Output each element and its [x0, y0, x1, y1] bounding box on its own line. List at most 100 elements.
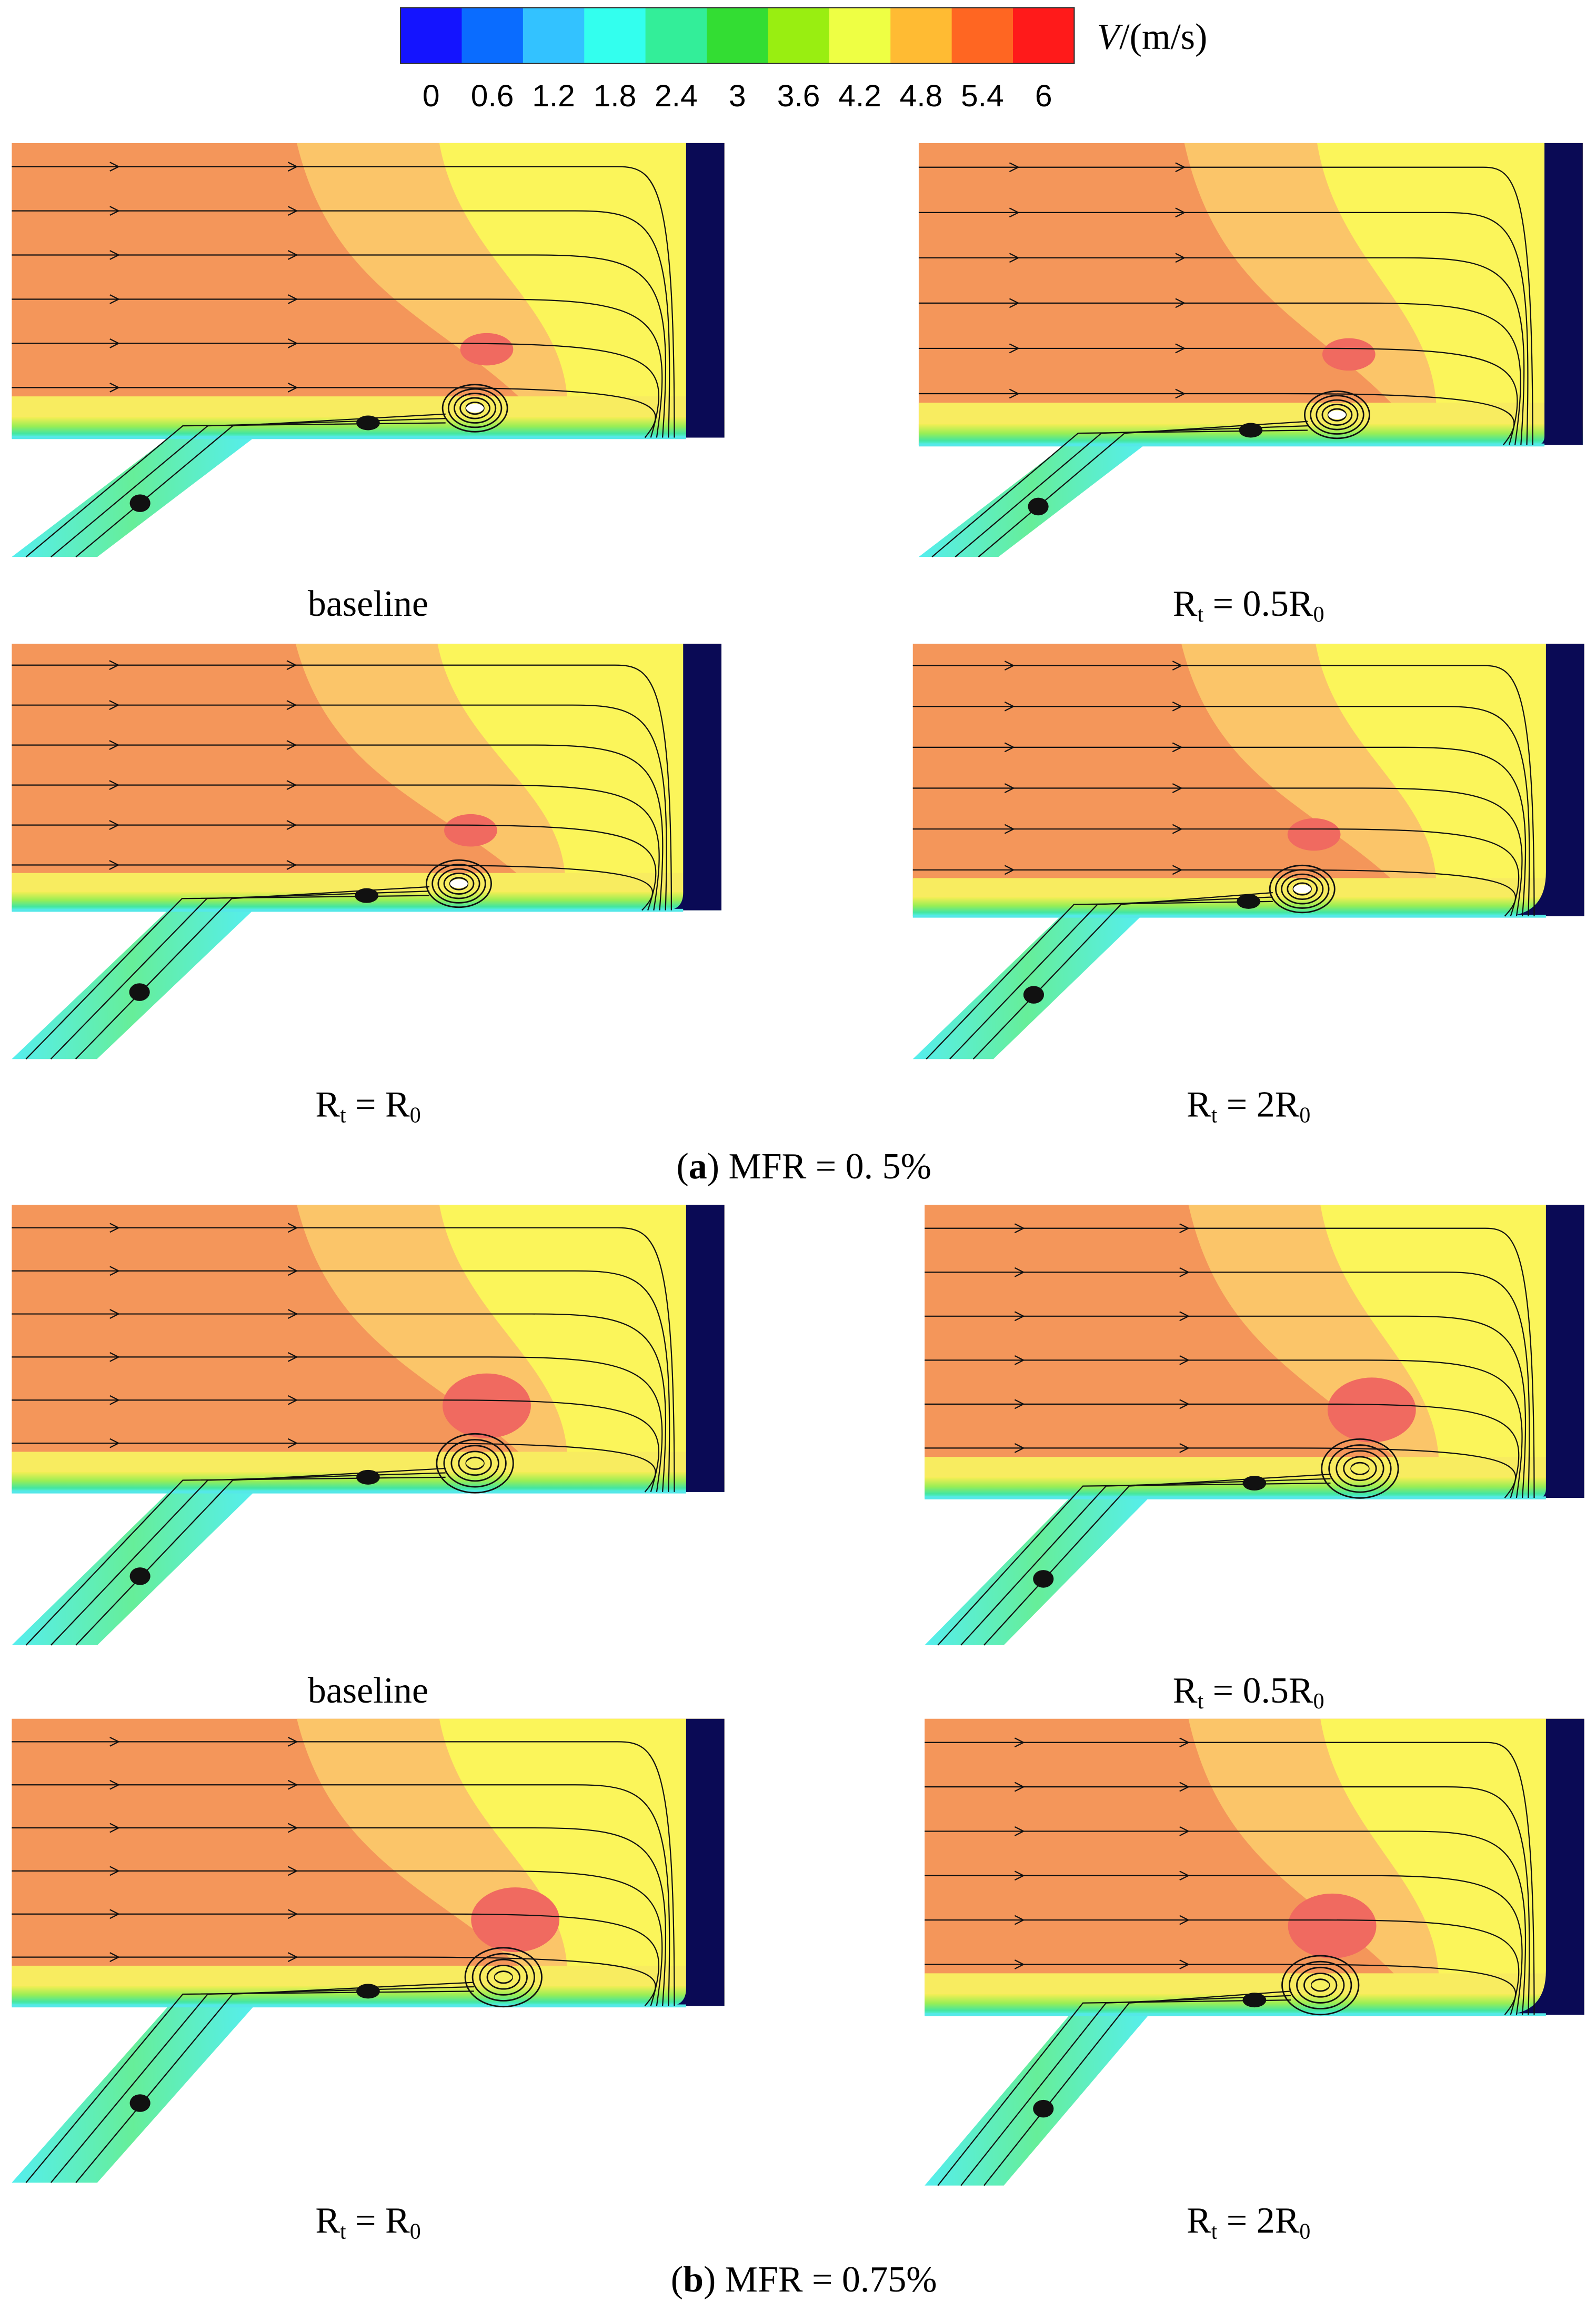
streamline-arrow — [1175, 162, 1186, 173]
contour-low — [1320, 1718, 1584, 2015]
streamline — [925, 1742, 1535, 2015]
end-wall — [1501, 644, 1584, 916]
contour-peak — [1322, 338, 1376, 371]
contour-peak — [1287, 818, 1341, 851]
streamline — [912, 706, 1530, 916]
caption-part: R — [1187, 2200, 1211, 2241]
streamline-arrow — [287, 1395, 298, 1405]
streamline — [12, 1313, 667, 1492]
streamline — [12, 1870, 663, 2006]
end-wall — [686, 143, 725, 438]
streamline-arrow — [1014, 1870, 1025, 1881]
streamline-arrow — [109, 294, 121, 304]
vortex — [436, 1433, 514, 1494]
streamline-arrow — [1179, 1782, 1190, 1792]
streamline-arrow — [1004, 824, 1015, 834]
vortex — [431, 864, 486, 904]
contour-peak — [1288, 1893, 1377, 1958]
streamline-arrow — [287, 162, 298, 172]
contour-low — [437, 644, 722, 911]
contour-plot — [912, 644, 1584, 1060]
injection-channel — [12, 910, 253, 1059]
caption-part: ( — [677, 1146, 689, 1187]
streamline-arrow — [287, 1223, 298, 1233]
streamline — [925, 1830, 1527, 2015]
vortex — [1336, 1450, 1384, 1487]
vortex — [458, 1450, 492, 1476]
caption-part: t — [1211, 2219, 1218, 2244]
vortex-core — [450, 879, 468, 888]
caption-part: 0 — [1313, 603, 1324, 627]
caption-part: = R — [346, 2200, 410, 2241]
streamline — [12, 824, 657, 911]
streamline-arrow — [109, 1952, 121, 1962]
streamline — [912, 665, 1535, 916]
streamline-arrow — [109, 1309, 121, 1319]
contour-plot — [925, 1205, 1584, 1646]
separation-bubble — [1242, 1476, 1267, 1491]
contour-peak — [443, 1373, 531, 1438]
channel-streamline — [931, 429, 1308, 557]
streamline-arrow — [1175, 388, 1186, 399]
panel-caption: Rt = R0 — [315, 2200, 420, 2244]
caption-part: ( — [671, 2259, 683, 2300]
streamline-arrow — [1004, 661, 1015, 671]
vortex — [1343, 1456, 1377, 1482]
caption-part: = 0.5R — [1203, 1670, 1313, 1711]
colorbar-cell — [890, 7, 952, 64]
streamline — [12, 1784, 670, 2006]
vortex — [1274, 869, 1330, 909]
streamline — [12, 744, 664, 911]
streamline — [12, 864, 654, 911]
colorbar-cell — [461, 7, 524, 64]
streamline-arrow — [1004, 701, 1015, 712]
end-wall — [1501, 1718, 1584, 2015]
caption-part: a — [689, 1146, 707, 1187]
streamline-arrow — [1179, 1399, 1190, 1409]
vortex — [1281, 1955, 1360, 2016]
streamline-arrow — [109, 1352, 121, 1362]
vortex — [459, 397, 491, 419]
streamline-arrow — [287, 294, 298, 304]
streamline — [12, 1356, 663, 1492]
floor-line — [12, 436, 686, 439]
channel-streamline — [983, 1474, 1331, 1646]
vortex-core — [495, 1973, 513, 1982]
streamline — [12, 704, 667, 911]
colorbar-cell — [523, 7, 585, 64]
contour-low — [439, 1718, 725, 2006]
streamline-arrow — [1179, 1959, 1190, 1969]
caption-part: t — [1197, 603, 1203, 627]
streamline — [12, 1827, 667, 2006]
streamline-arrow — [1179, 1443, 1190, 1453]
vortex — [471, 1953, 535, 2002]
colorbar-tick-label: 4.8 — [900, 79, 943, 113]
streamline — [925, 1403, 1520, 1498]
colorbar-frame — [399, 7, 1075, 64]
caption-part: = 2R — [1217, 1084, 1299, 1125]
streamline — [925, 1272, 1530, 1498]
channel-streamline — [51, 1986, 474, 2183]
separation-bubble — [356, 1984, 380, 1999]
vortex — [1303, 1973, 1338, 1998]
streamline-arrow — [109, 1266, 121, 1276]
caption-part: baseline — [308, 584, 428, 624]
streamline-arrow — [287, 206, 298, 216]
streamline — [12, 343, 659, 438]
streamline — [925, 1919, 1520, 2015]
streamline-arrow — [1014, 1782, 1025, 1792]
panel-caption: Rt = R0 — [315, 1084, 420, 1127]
streamline-arrow — [109, 740, 120, 751]
vortex — [1287, 878, 1318, 901]
streamline — [925, 1447, 1517, 1498]
streamline — [12, 1270, 670, 1492]
streamline-arrow — [1172, 661, 1183, 671]
streamline — [12, 387, 656, 438]
streamline-arrow — [287, 1438, 298, 1448]
streamline-arrow — [1014, 1399, 1025, 1409]
streamline-arrow — [1179, 1870, 1190, 1881]
streamline-arrow — [287, 250, 298, 260]
streamline-arrow — [1014, 1826, 1025, 1836]
caption-part: t — [1197, 1689, 1203, 1714]
